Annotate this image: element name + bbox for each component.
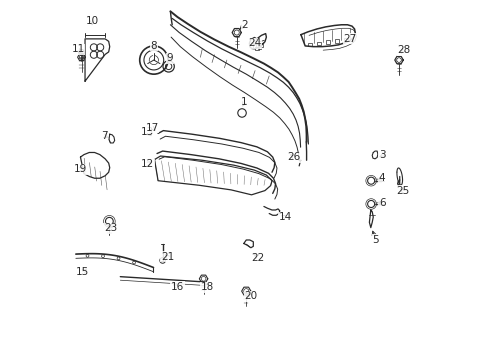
Text: 20: 20	[244, 292, 257, 301]
Bar	[316, 41, 320, 45]
Text: 3: 3	[378, 150, 385, 160]
Text: 6: 6	[378, 198, 385, 208]
Bar	[259, 43, 263, 47]
Text: 8: 8	[150, 41, 157, 51]
Text: 13: 13	[141, 127, 154, 138]
Text: 4: 4	[378, 173, 385, 183]
Bar	[257, 46, 261, 49]
Text: 17: 17	[145, 123, 159, 133]
Bar	[255, 47, 258, 50]
Text: 18: 18	[201, 282, 214, 292]
Bar	[252, 44, 256, 48]
Text: 15: 15	[76, 267, 89, 278]
Bar	[334, 39, 338, 42]
Text: 1: 1	[241, 98, 247, 107]
Text: 19: 19	[74, 165, 87, 174]
Text: 14: 14	[278, 212, 291, 222]
Text: 24: 24	[247, 38, 261, 48]
Text: 26: 26	[286, 152, 300, 162]
Bar	[307, 43, 311, 46]
Text: 11: 11	[71, 45, 84, 54]
Text: 12: 12	[141, 159, 154, 169]
Text: 23: 23	[103, 223, 117, 233]
Text: 22: 22	[251, 253, 264, 262]
Text: 9: 9	[166, 53, 173, 63]
Text: 5: 5	[372, 235, 378, 245]
Bar	[343, 38, 347, 41]
Text: 10: 10	[85, 16, 99, 26]
Text: 2: 2	[241, 20, 247, 30]
Bar	[325, 40, 329, 44]
Text: 25: 25	[395, 186, 408, 195]
Text: 27: 27	[343, 34, 356, 44]
Text: 21: 21	[161, 252, 174, 262]
Text: 7: 7	[101, 131, 107, 141]
Text: 28: 28	[397, 45, 410, 55]
Text: 16: 16	[170, 282, 183, 292]
